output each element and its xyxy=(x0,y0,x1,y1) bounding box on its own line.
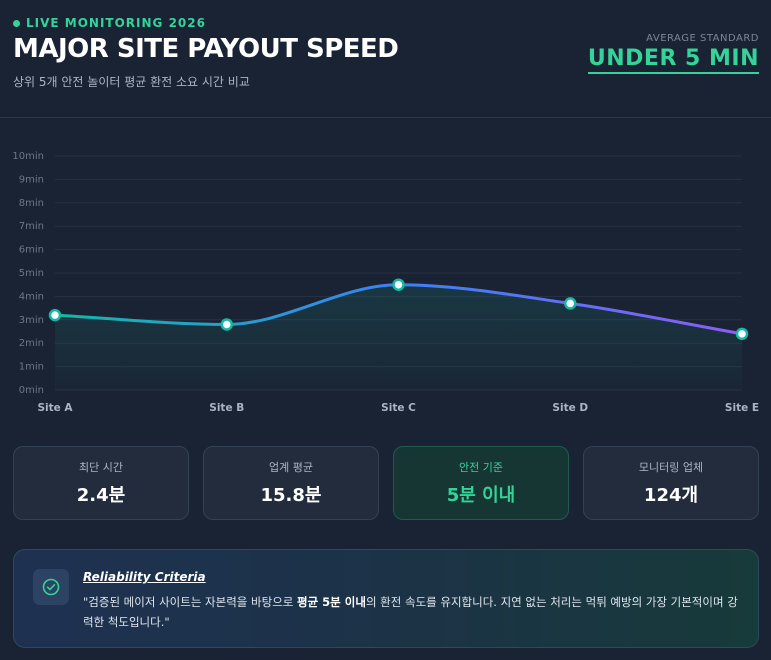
average-standard-label: AVERAGE STANDARD xyxy=(646,33,759,44)
x-axis: Site A Site B Site C Site D Site E xyxy=(37,402,759,414)
stat-label: 업계 평균 xyxy=(269,461,313,474)
data-point-site-a xyxy=(48,308,62,322)
stat-card-monitored-sites: 모니터링 업체 124개 xyxy=(583,446,759,520)
x-tick-label: Site A xyxy=(37,402,73,414)
x-tick-label: Site D xyxy=(552,402,588,414)
stats-row: 최단 시간 2.4분 업계 평균 15.8분 안전 기준 5분 이내 모니터링 … xyxy=(13,446,759,520)
y-tick-label: 7min xyxy=(19,221,44,232)
stat-label: 최단 시간 xyxy=(79,461,123,474)
stat-value: 15.8분 xyxy=(260,485,322,506)
y-axis: 0min 1min 2min 3min 4min 5min 6min 7min 8min 9min… xyxy=(12,151,44,396)
y-tick-label: 10min xyxy=(12,151,44,162)
y-tick-label: 1min xyxy=(19,362,44,373)
live-badge: LIVE MONITORING 2026 xyxy=(13,16,206,30)
check-circle-icon xyxy=(33,569,69,605)
header: LIVE MONITORING 2026 MAJOR SITE PAYOUT S… xyxy=(0,0,771,118)
y-tick-label: 0min xyxy=(19,385,44,396)
data-points xyxy=(48,278,749,341)
y-tick-label: 2min xyxy=(19,338,44,349)
x-tick-label: Site C xyxy=(381,402,416,414)
x-tick-label: Site E xyxy=(725,402,759,414)
reliability-criteria-panel: Reliability Criteria "검증된 메이저 사이트는 자본력을 … xyxy=(13,549,759,648)
y-tick-label: 6min xyxy=(19,245,44,256)
data-point-site-c xyxy=(392,278,405,291)
x-tick-label: Site B xyxy=(209,402,244,414)
live-label: LIVE MONITORING 2026 xyxy=(26,16,206,30)
stat-value: 124개 xyxy=(643,485,699,506)
page-subtitle: 상위 5개 안전 놀이터 평균 환전 소요 시간 비교 xyxy=(13,75,250,89)
stat-value: 5분 이내 xyxy=(446,485,516,506)
criteria-title: Reliability Criteria xyxy=(83,570,206,584)
y-tick-label: 5min xyxy=(19,268,44,279)
data-point-site-b xyxy=(220,318,233,331)
stat-card-fastest: 최단 시간 2.4분 xyxy=(13,446,189,520)
payout-speed-chart: 0min 1min 2min 3min 4min 5min 6min 7min 8min 9min… xyxy=(12,151,759,414)
criteria-text-before: "검증된 메이저 사이트는 자본력을 바탕으로 xyxy=(83,595,298,609)
y-tick-label: 9min xyxy=(19,174,44,185)
stat-card-industry-average: 업계 평균 15.8분 xyxy=(203,446,379,520)
criteria-text: "검증된 메이저 사이트는 자본력을 바탕으로 평균 5분 이내의 환전 속도를… xyxy=(83,592,747,632)
data-point-site-d xyxy=(564,297,577,310)
criteria-text-highlight: 평균 5분 이내 xyxy=(297,595,366,609)
stat-card-safety-standard: 안전 기준 5분 이내 xyxy=(393,446,569,520)
criteria-text-after: 의 환전 속도를 유지합니다. 지연 없는 처리는 먹튀 예방의 가장 기본적이… xyxy=(83,595,738,629)
data-point-site-e xyxy=(735,327,749,341)
live-dot-icon xyxy=(13,19,20,27)
average-standard-value: UNDER 5 MIN xyxy=(587,46,759,74)
stat-value: 2.4분 xyxy=(76,485,126,506)
stat-label: 모니터링 업체 xyxy=(638,461,704,474)
y-tick-label: 8min xyxy=(19,198,44,209)
y-tick-label: 4min xyxy=(19,291,44,302)
y-tick-label: 3min xyxy=(19,315,44,326)
page-title: MAJOR SITE PAYOUT SPEED xyxy=(13,34,399,64)
stat-label: 안전 기준 xyxy=(459,461,503,474)
series-area xyxy=(55,284,742,390)
